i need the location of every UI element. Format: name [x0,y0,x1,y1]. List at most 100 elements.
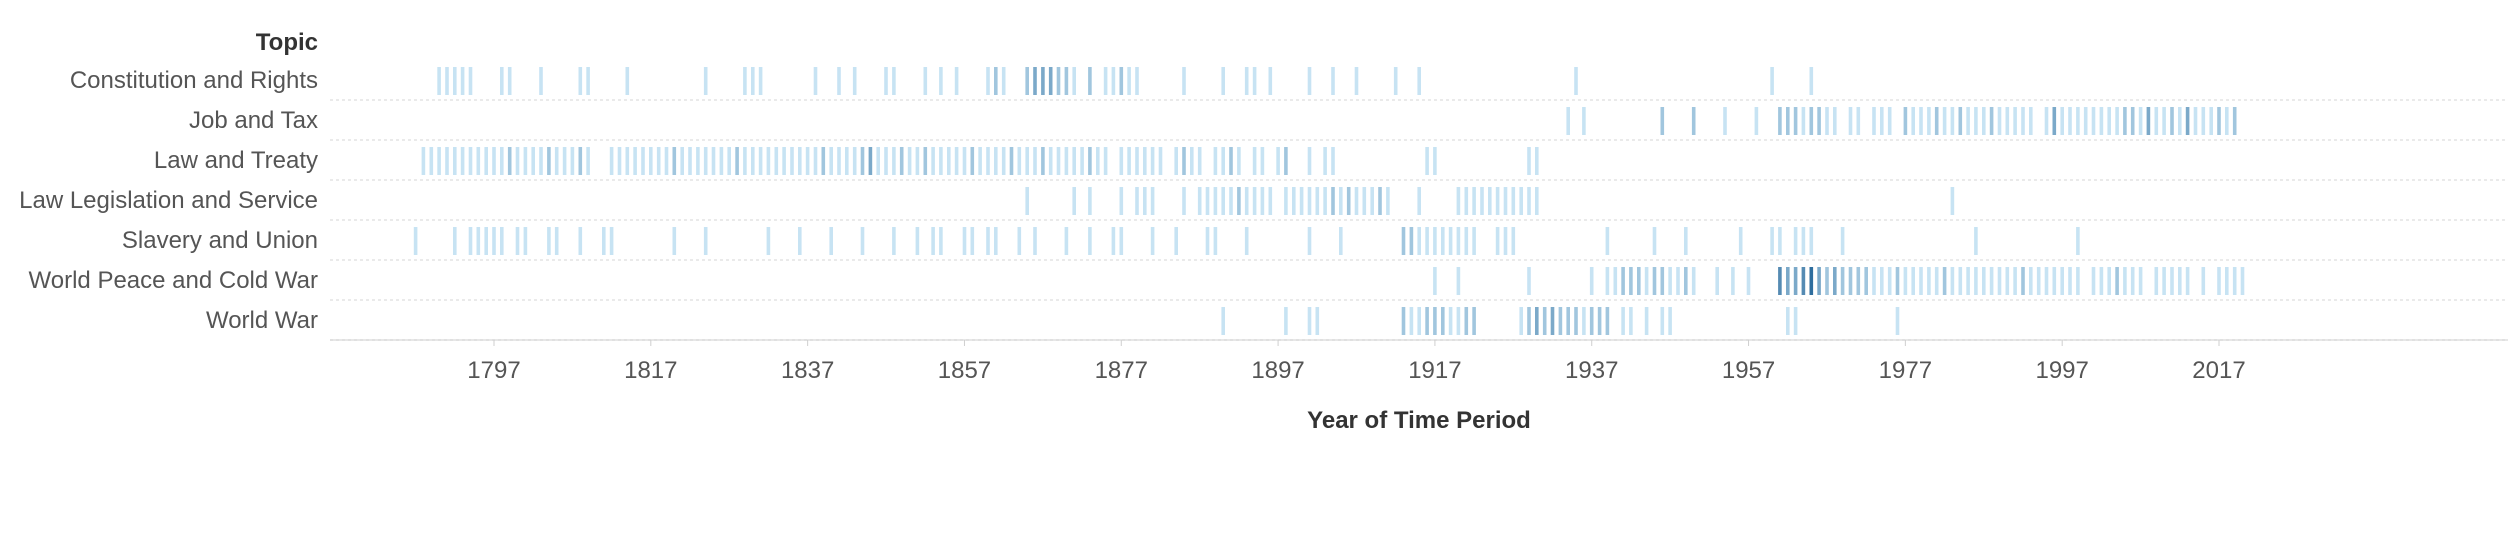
year-mark [1982,107,1986,135]
year-mark [1621,307,1625,335]
year-mark [2005,267,2010,295]
year-mark [1613,267,1618,295]
year-mark [962,227,967,255]
year-mark [1417,187,1421,215]
year-mark [1135,67,1139,95]
year-mark [633,147,637,175]
year-mark [1887,107,1892,135]
year-mark [1299,187,1304,215]
row-label: Law Legislation and Service [19,187,318,214]
year-mark [1174,227,1178,255]
year-mark [2138,107,2143,135]
year-mark [1786,107,1790,135]
year-mark [939,147,943,175]
year-mark [1111,67,1116,95]
year-mark [1574,307,1578,335]
year-mark [1252,147,1257,175]
year-mark [923,147,928,175]
year-mark [460,147,465,175]
year-mark [2201,267,2206,295]
year-mark [1331,187,1335,215]
year-mark [1158,147,1163,175]
year-mark [1221,307,1225,335]
year-mark [852,147,857,175]
year-mark [641,147,645,175]
year-mark [1644,307,1649,335]
year-mark [2154,267,2159,295]
year-mark [1652,227,1657,255]
year-mark [1880,267,1884,295]
year-mark [876,147,880,175]
year-mark [1574,67,1578,95]
year-mark [994,67,998,95]
year-mark [2068,267,2072,295]
year-mark [1582,307,1586,335]
year-mark [2060,267,2064,295]
grid-layer [330,99,2508,341]
year-mark [1817,267,1821,295]
year-mark [1856,107,1861,135]
year-mark [1143,147,1147,175]
year-mark [1919,107,1923,135]
year-mark [1833,267,1837,295]
year-mark [1464,307,1469,335]
year-mark [476,227,481,255]
year-mark [1103,67,1108,95]
year-mark [1072,67,1076,95]
year-mark [1691,267,1696,295]
year-mark [2013,267,2017,295]
row-label: Law and Treaty [154,147,318,174]
year-mark [2240,267,2245,295]
year-mark [1182,147,1186,175]
year-mark [1715,267,1719,295]
year-mark [2170,267,2174,295]
year-mark [1307,147,1312,175]
year-mark [2076,267,2080,295]
year-mark [860,147,865,175]
year-mark [1566,107,1570,135]
row-label: Job and Tax [189,107,318,134]
year-mark [547,227,551,255]
year-mark [1582,107,1586,135]
year-mark [790,147,794,175]
year-mark [539,67,543,95]
year-mark [523,227,528,255]
year-mark [1629,267,1633,295]
year-mark [1950,267,1955,295]
year-mark [954,67,959,95]
year-mark [1966,107,1970,135]
year-mark [1472,227,1476,255]
year-mark [1872,107,1876,135]
year-mark [1244,187,1249,215]
year-mark [1433,227,1437,255]
year-mark [1088,187,1092,215]
year-mark [1527,267,1531,295]
year-mark [1589,267,1594,295]
year-mark [1033,67,1037,95]
year-mark [492,147,496,175]
year-mark [578,67,583,95]
year-mark [1809,227,1814,255]
year-mark [703,147,708,175]
year-mark [2083,107,2088,135]
label-layer: Topic Constitution and Rights Job and Tax… [19,29,318,334]
year-mark [649,147,653,175]
year-mark [1237,147,1241,175]
year-mark [1684,227,1688,255]
row-label: World Peace and Cold War [29,267,318,294]
year-mark [1778,227,1782,255]
year-mark [484,147,488,175]
year-mark [1597,307,1602,335]
year-mark [468,67,473,95]
x-tick-label: 1797 [467,357,520,384]
x-tick-label: 2017 [2192,357,2245,384]
year-mark [2029,267,2033,295]
year-mark [751,147,755,175]
year-mark [1252,187,1257,215]
year-mark [1840,227,1845,255]
x-axis: Year of Time Period 1797 1817 1837 1857 1877… [330,339,2508,434]
year-mark [986,227,990,255]
year-mark [1237,187,1241,215]
year-mark [2232,267,2237,295]
